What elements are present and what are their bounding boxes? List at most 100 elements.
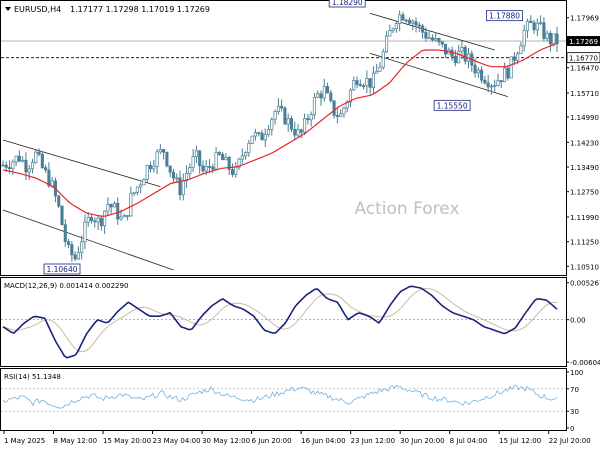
candle-body — [126, 215, 130, 217]
price-annotation-label: 1.15550 — [437, 101, 468, 110]
candle-body — [296, 129, 300, 136]
candle-body — [178, 177, 182, 196]
candle-body — [44, 167, 48, 171]
candle-body — [352, 80, 356, 91]
candle-body — [381, 51, 385, 68]
candle-body — [263, 134, 267, 141]
channel-line — [2, 209, 174, 271]
candle-body — [457, 50, 461, 64]
rsi-series — [1, 384, 566, 412]
candle-body — [162, 149, 166, 153]
candle-body — [453, 55, 457, 64]
candle-body — [293, 128, 297, 136]
candle-body — [73, 254, 77, 260]
candle-body — [80, 241, 84, 253]
price-tick-label: 1.11990 — [570, 214, 599, 222]
candle-body — [168, 165, 172, 173]
candle-body — [60, 205, 64, 226]
candle-body — [322, 86, 326, 99]
candle-body — [552, 33, 556, 45]
macd-label: MACD(12,26,9) 0.001414 0.002290 — [4, 282, 128, 290]
candle-body — [509, 56, 513, 79]
candle-body — [299, 129, 303, 133]
candle-body — [247, 143, 251, 154]
candle-body — [463, 47, 467, 62]
candle-body — [24, 159, 28, 173]
candle-body — [244, 152, 248, 157]
time-tick-label: 6 Jun 20:00 — [252, 437, 292, 445]
candle-body — [371, 72, 375, 88]
candle-body — [201, 165, 205, 172]
candle-body — [47, 169, 51, 187]
candle-body — [375, 71, 379, 74]
candle-body — [411, 21, 415, 24]
moving-average — [2, 42, 558, 217]
price-annotation-label: 1.10640 — [46, 265, 77, 274]
candle-body — [417, 24, 421, 27]
candle-body — [434, 38, 438, 41]
candle-body — [430, 37, 434, 41]
candle-body — [204, 166, 208, 172]
candle-body — [96, 217, 100, 223]
candle-body — [230, 169, 235, 175]
candle-body — [529, 20, 533, 23]
candle-body — [329, 92, 333, 102]
time-tick-label: 8 Jul 04:00 — [450, 437, 488, 445]
candle-body — [325, 86, 330, 94]
candle-body — [148, 165, 153, 170]
macd-series — [1, 285, 566, 359]
candle-body — [112, 202, 117, 208]
candle-body — [303, 118, 307, 133]
candle-body — [522, 30, 526, 47]
candle-body — [14, 155, 18, 163]
candle-body — [437, 38, 441, 43]
candle-body — [181, 180, 185, 196]
candle-body — [139, 184, 143, 188]
candle-body — [270, 118, 274, 130]
price-tick-label: 1.13490 — [570, 164, 599, 172]
price-tick-label: 1.10510 — [570, 263, 599, 271]
candle-body — [185, 172, 189, 182]
candle-body — [145, 165, 149, 180]
candle-body — [237, 158, 241, 168]
symbol-label: EURUSD,H4 — [14, 5, 61, 14]
candle-body — [86, 216, 90, 223]
candle-body — [473, 64, 477, 74]
candle-body — [394, 23, 398, 30]
candle-body — [234, 166, 238, 175]
price-annotation-box — [433, 99, 471, 111]
price-panel-frame — [0, 0, 567, 276]
dropdown-triangle-icon[interactable] — [5, 7, 11, 11]
candle-body — [493, 85, 497, 87]
channel-line — [370, 52, 508, 98]
candle-body — [365, 78, 369, 87]
candle-body — [21, 159, 25, 162]
candle-body — [1, 164, 5, 167]
candle-body — [253, 132, 257, 137]
macd-tick-label: 0.00 — [570, 317, 586, 325]
candle-body — [378, 66, 382, 72]
candle-body — [227, 157, 231, 170]
candle-body — [221, 154, 225, 161]
ohlc-values: 1.17177 1.17298 1.17019 1.17269 — [70, 5, 210, 14]
candle-body — [99, 217, 103, 227]
candle-body — [483, 79, 487, 84]
candle-body — [401, 14, 405, 21]
candle-body — [63, 224, 67, 242]
candle-body — [532, 22, 536, 31]
candle-body — [93, 220, 97, 223]
candle-body — [555, 33, 559, 45]
candle-body — [486, 82, 490, 88]
candle-body — [27, 168, 31, 173]
candle-body — [512, 56, 516, 61]
candle-body — [519, 45, 523, 55]
current-price-label: 1.17269 — [569, 38, 598, 46]
time-tick-label: 22 Jul 20:00 — [549, 437, 591, 445]
candle-body — [476, 69, 480, 74]
price-tick-label: 1.12750 — [570, 189, 599, 197]
candle-body — [427, 37, 431, 40]
candle-body — [286, 118, 290, 125]
candle-body — [211, 166, 215, 170]
